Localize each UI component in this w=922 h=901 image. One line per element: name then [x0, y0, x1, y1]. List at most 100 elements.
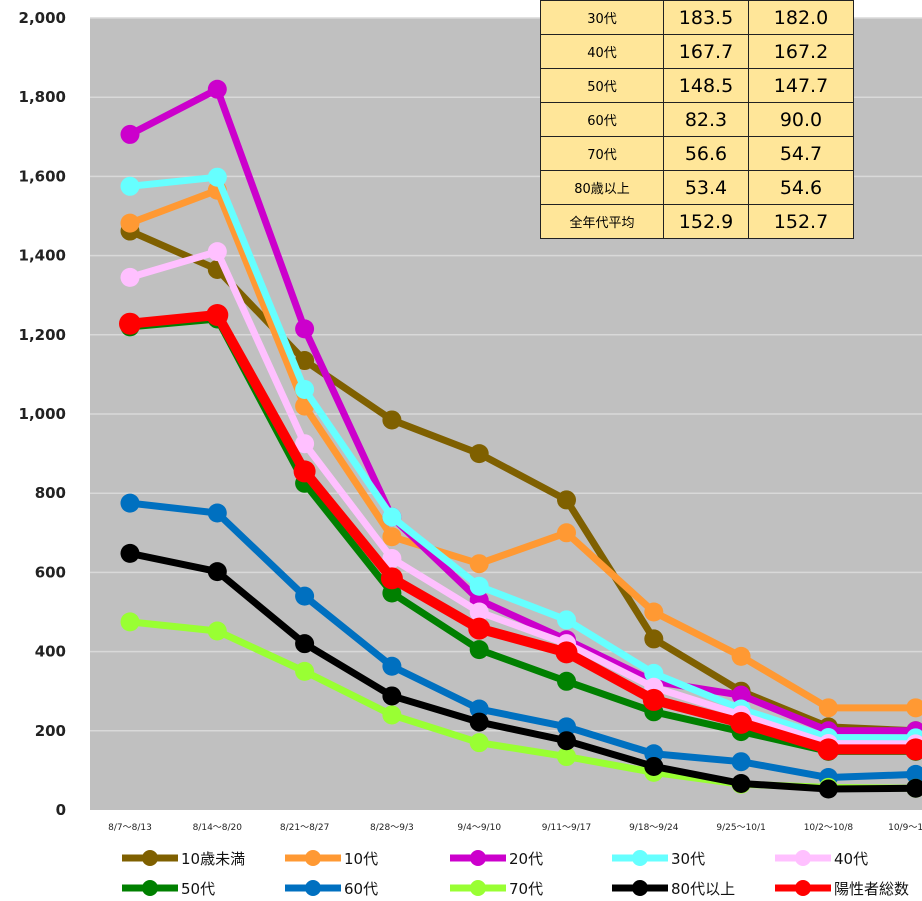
legend-label: 30代: [671, 850, 705, 868]
table-row: 40代 167.7 167.2: [540, 34, 854, 69]
legend-marker: [305, 850, 321, 866]
y-axis-ticks: 0 200 400 600 800 1,000 1,200 1,400 1,600 1,800 2,…: [19, 9, 66, 819]
data-point: [730, 711, 753, 734]
table-cell: 152.7: [748, 204, 854, 239]
series-line: [128, 85, 916, 735]
series-line: [128, 227, 916, 735]
table-cell: 82.3: [663, 102, 749, 137]
data-point: [120, 176, 140, 196]
data-point: [295, 351, 315, 371]
data-point: [382, 549, 402, 569]
legend-item: 50代: [122, 880, 215, 898]
data-point: [818, 779, 838, 799]
data-point: [557, 747, 576, 767]
legend-label: 60代: [344, 880, 378, 898]
x-tick-label: 9/4～9/10: [457, 823, 501, 833]
data-point: [468, 617, 491, 640]
table-row: 70代 56.6 54.7: [540, 136, 854, 171]
data-point: [119, 312, 141, 335]
legend-item: 40代: [775, 850, 868, 868]
legend-item: 60代: [285, 880, 378, 898]
data-point: [382, 656, 402, 676]
data-point: [557, 610, 576, 630]
y-tick-label: 1,400: [19, 247, 66, 265]
data-point: [207, 562, 227, 582]
data-point: [382, 527, 402, 547]
table-cell: 30代: [540, 0, 664, 35]
legend-item: 30代: [612, 850, 705, 868]
data-point: [293, 460, 316, 483]
series-line: [129, 248, 916, 748]
series-8: [120, 543, 922, 799]
data-point: [295, 634, 315, 654]
y-tick-label: 1,200: [19, 326, 66, 344]
table-cell: 148.5: [663, 68, 749, 103]
data-point: [295, 434, 315, 454]
data-point: [644, 663, 664, 683]
data-point: [731, 685, 751, 705]
y-tick-label: 2,000: [19, 9, 66, 27]
table-cell: 152.9: [663, 204, 749, 239]
data-point: [295, 379, 315, 399]
data-point: [120, 612, 140, 632]
table-cell: 70代: [540, 136, 664, 171]
series-6: [120, 493, 922, 788]
legend-item: 70代: [450, 880, 543, 898]
y-tick-label: 1,600: [19, 167, 66, 185]
y-tick-label: 600: [35, 563, 66, 581]
data-point: [817, 738, 840, 761]
legend-marker: [470, 850, 486, 866]
data-point: [295, 319, 315, 339]
data-point: [207, 79, 227, 99]
table-cell: 50代: [540, 68, 664, 103]
table-cell: 167.2: [748, 34, 854, 69]
table-row: 50代 148.5 147.7: [540, 68, 854, 103]
table-cell: 167.7: [663, 34, 749, 69]
data-point: [295, 661, 315, 681]
data-point: [644, 756, 664, 776]
data-point: [469, 444, 489, 464]
data-table: 30代 183.5 182.0 40代 167.7 167.2 50代 148.5 147.7 6…: [540, 0, 854, 239]
y-tick-label: 200: [35, 722, 66, 740]
y-tick-label: 800: [35, 484, 66, 502]
legend-item: 陽性者総数: [775, 880, 909, 898]
table-cell: 60代: [540, 102, 664, 137]
data-point: [818, 698, 838, 718]
data-point: [382, 410, 402, 430]
series-9: [119, 304, 922, 761]
y-tick-label: 0: [56, 801, 66, 819]
legend-label: 70代: [509, 880, 543, 898]
data-point: [555, 641, 578, 664]
table-cell: 54.6: [748, 170, 854, 205]
legend-label: 40代: [834, 850, 868, 868]
data-point: [207, 503, 227, 523]
legend-label: 10代: [344, 850, 378, 868]
series-line: [129, 499, 916, 782]
x-tick-label: 8/28～9/3: [370, 823, 414, 833]
table-row: 80歳以上 53.4 54.6: [540, 170, 854, 205]
data-point: [382, 507, 402, 527]
legend-item: 20代: [450, 850, 543, 868]
y-tick-label: 1,800: [19, 88, 66, 106]
data-point: [731, 646, 751, 666]
data-point: [469, 733, 489, 753]
data-point: [644, 629, 664, 649]
data-point: [295, 586, 315, 606]
table-cell: 80歳以上: [540, 170, 664, 205]
table-cell: 182.0: [748, 0, 854, 35]
x-tick-label: 8/21～8/27: [280, 823, 329, 833]
table-row: 全年代平均 152.9 152.7: [540, 204, 854, 239]
x-tick-label: 9/11～9/17: [542, 823, 591, 833]
data-point: [120, 543, 140, 563]
legend-label: 20代: [509, 850, 543, 868]
x-tick-label: 10/2～10/8: [804, 823, 854, 833]
data-point: [731, 752, 751, 772]
y-tick-label: 1,000: [19, 405, 66, 423]
data-point: [557, 490, 576, 510]
table-cell: 56.6: [663, 136, 749, 171]
data-point: [120, 493, 140, 513]
x-tick-label: 9/18～9/24: [629, 823, 679, 833]
data-point: [731, 773, 751, 793]
data-point: [557, 523, 576, 543]
data-point: [469, 576, 489, 596]
